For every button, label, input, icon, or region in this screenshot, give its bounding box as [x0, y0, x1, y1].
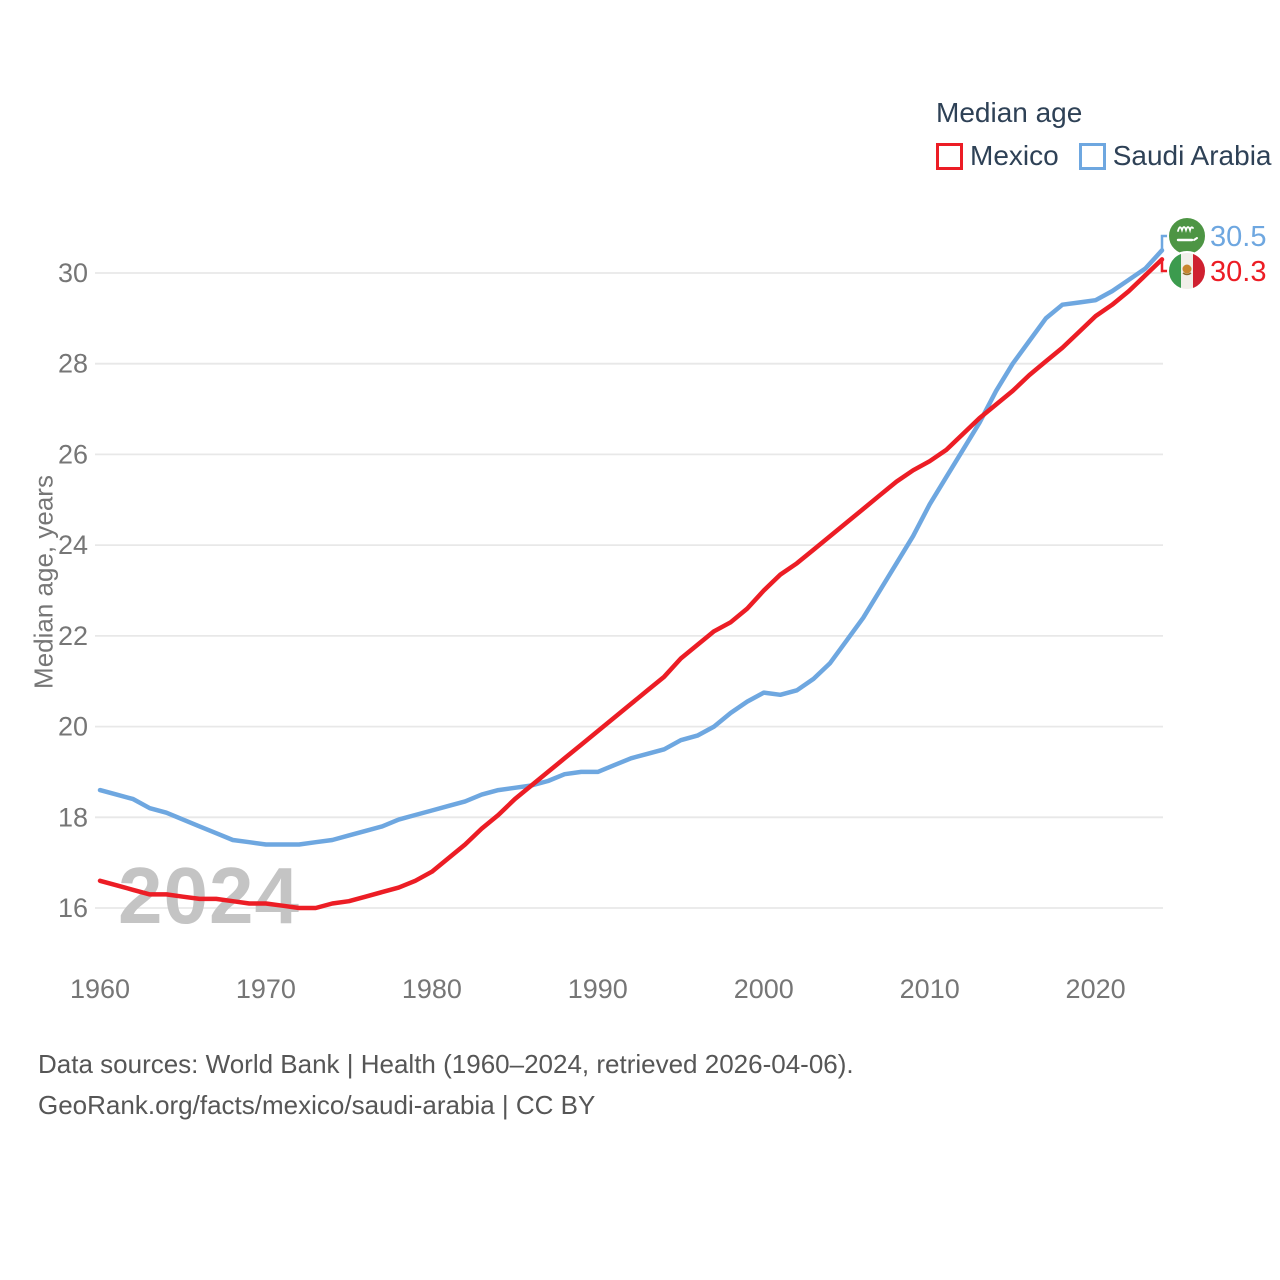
svg-text:30: 30 — [58, 258, 88, 288]
mexico-end-value: 30.3 — [1210, 256, 1266, 288]
saudi-arabia-line — [97, 248, 1165, 847]
svg-text:2020: 2020 — [1066, 974, 1126, 1004]
svg-text:2000: 2000 — [734, 974, 794, 1004]
svg-text:1970: 1970 — [236, 974, 296, 1004]
y-axis-title: Median age, years — [28, 475, 59, 689]
mexico-flag-icon — [1167, 251, 1207, 291]
mexico-line — [97, 257, 1165, 911]
svg-text:20: 20 — [58, 712, 88, 742]
svg-text:26: 26 — [58, 439, 88, 469]
svg-text:16: 16 — [58, 893, 88, 923]
saudi-end-value: 30.5 — [1210, 221, 1266, 253]
y-axis-tick-labels: 16 18 20 22 24 26 28 30 — [58, 258, 88, 923]
x-axis-tick-labels: 1960 1970 1980 1990 2000 2010 2020 — [70, 974, 1126, 1004]
legend-label-mexico: Mexico — [970, 140, 1059, 171]
svg-text:1990: 1990 — [568, 974, 628, 1004]
legend-items: Mexico Saudi Arabia — [936, 140, 1272, 172]
svg-text:18: 18 — [58, 802, 88, 832]
footer: Data sources: World Bank | Health (1960–… — [38, 1044, 854, 1126]
legend-label-saudi-arabia: Saudi Arabia — [1112, 140, 1272, 171]
mexico-swatch-icon — [936, 142, 963, 170]
svg-text:2010: 2010 — [900, 974, 960, 1004]
svg-text:1980: 1980 — [402, 974, 462, 1004]
legend: Median age Mexico Saudi Arabia — [936, 97, 1272, 172]
svg-text:22: 22 — [58, 621, 88, 651]
saudi-arabia-flag-icon — [1167, 216, 1207, 256]
saudi-connector — [1160, 234, 1168, 250]
attribution-line: GeoRank.org/facts/mexico/saudi-arabia | … — [38, 1090, 596, 1120]
gridlines — [95, 272, 1163, 909]
svg-text:28: 28 — [58, 349, 88, 379]
mexico-connector — [1160, 259, 1168, 273]
data-sources-line: Data sources: World Bank | Health (1960–… — [38, 1049, 854, 1079]
svg-text:24: 24 — [58, 530, 88, 560]
legend-title: Median age — [936, 97, 1083, 128]
saudi-arabia-swatch-icon — [1078, 142, 1106, 170]
legend-item-mexico[interactable]: Mexico — [936, 140, 1059, 172]
legend-item-saudi-arabia[interactable]: Saudi Arabia — [1078, 140, 1272, 172]
svg-text:1960: 1960 — [70, 974, 130, 1004]
